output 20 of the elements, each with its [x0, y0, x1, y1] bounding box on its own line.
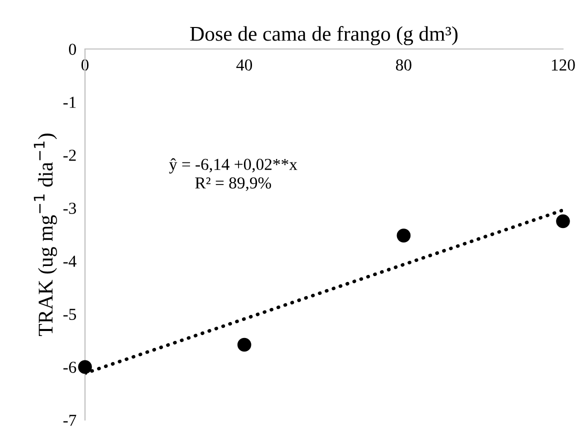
y-tick-label: -4: [63, 256, 76, 267]
x-tick-label: 80: [396, 59, 412, 71]
annotation: ŷ = -6,14 +0,02**x: [169, 158, 298, 174]
y-tick-label: -1: [63, 96, 76, 108]
point: [396, 228, 411, 242]
y-tick-label: -3: [63, 202, 76, 214]
x-tick-label: 120: [552, 59, 575, 71]
y-axis-title: TRAK (ug mg$^{−1}$ dia$^{−1}$): [34, 134, 57, 336]
y-tick-label: -2: [63, 150, 76, 161]
point: [237, 338, 252, 352]
y-tick-label: -5: [63, 308, 76, 320]
point: [556, 214, 570, 228]
x-tick-label: 0: [81, 59, 89, 71]
x-axis-title: Dose de cama de frango (g dm³): [190, 26, 458, 46]
x-tick-label: 40: [236, 59, 252, 71]
y-tick-label: 0: [68, 44, 76, 55]
y-tick-label: -7: [63, 414, 76, 426]
point: [78, 360, 92, 374]
y-tick-label: -6: [63, 362, 76, 373]
annotation: R² = 89,9%: [195, 177, 272, 191]
